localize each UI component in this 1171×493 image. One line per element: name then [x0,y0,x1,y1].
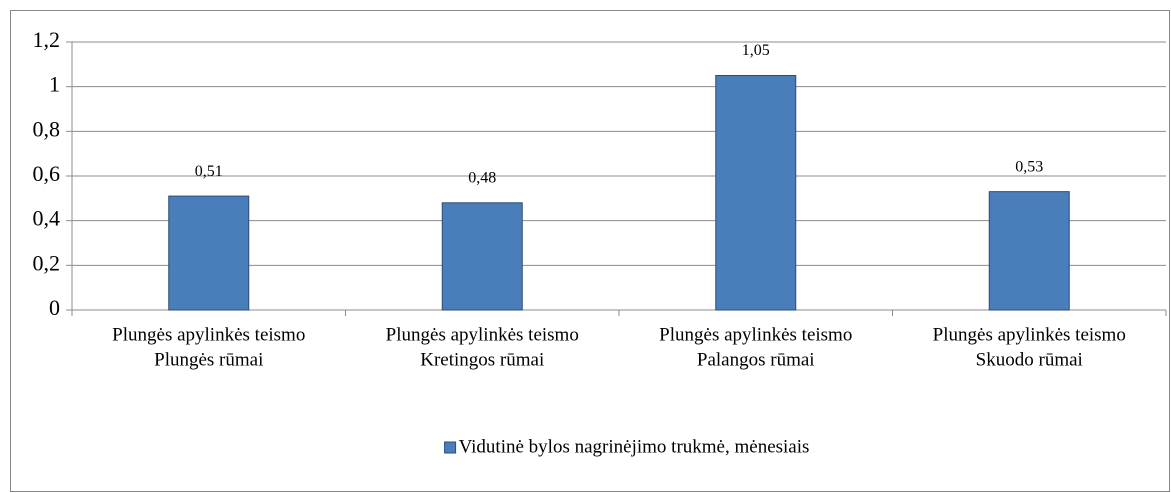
bar [168,195,250,311]
bar [988,191,1070,311]
y-tick-label: 1 [49,72,60,97]
x-tick-label: Kretingos rūmai [420,349,544,370]
legend-label: Vidutinė bylos nagrinėjimo trukmė, mėnes… [459,436,810,457]
bar [715,75,797,311]
y-tick-label: 0 [49,295,60,320]
data-label: 0,48 [468,169,496,186]
y-tick-label: 0,8 [33,116,61,141]
data-label: 0,53 [1015,158,1043,175]
y-tick-label: 0,4 [33,206,61,231]
y-tick-label: 1,2 [33,27,61,52]
x-tick-label: Palangos rūmai [697,349,815,370]
x-tick-label: Plungės apylinkės teismo [386,324,579,345]
y-tick-label: 0,2 [33,250,61,275]
x-tick-label: Plungės apylinkės teismo [933,324,1126,345]
x-tick-label: Plungės rūmai [154,349,263,370]
x-tick-label: Skuodo rūmai [976,349,1083,370]
y-tick-label: 0,6 [33,161,61,186]
legend-swatch [444,441,457,454]
data-label: 0,51 [195,163,223,180]
data-label: 1,05 [742,42,770,59]
x-tick-label: Plungės apylinkės teismo [659,324,852,345]
bar [441,202,523,311]
x-tick-label: Plungės apylinkės teismo [112,324,305,345]
